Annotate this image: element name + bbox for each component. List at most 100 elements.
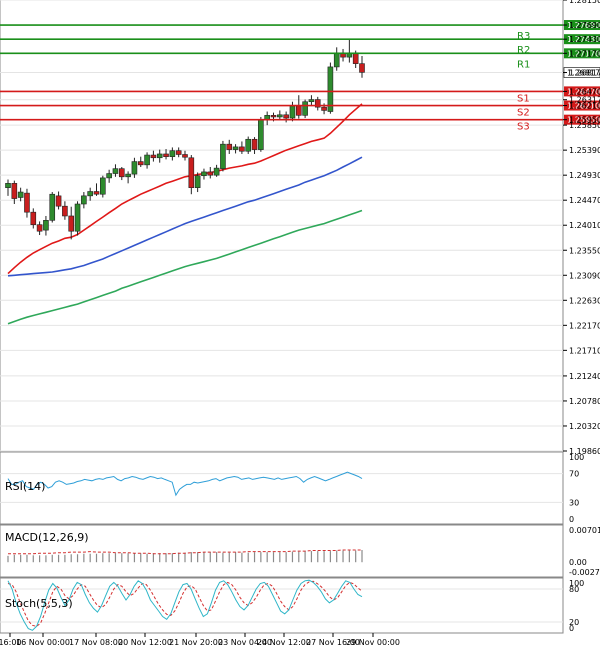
bullish-candle xyxy=(194,175,201,188)
bullish-candle xyxy=(220,143,226,169)
price-tick-label: 1.27170 xyxy=(569,49,600,58)
price-tick-label: 1.26317 xyxy=(569,96,600,105)
price-tick-label: 1.20320 xyxy=(569,422,600,431)
time-tick-label: 21 Nov 20:00 xyxy=(169,638,223,647)
bearish-candle xyxy=(182,154,188,158)
level-price-label: 1.25950 xyxy=(567,116,600,125)
bullish-candle xyxy=(308,99,315,103)
price-tick-label: 1.21240 xyxy=(569,372,600,381)
macd-histogram xyxy=(7,550,363,563)
fast-moving-average-line xyxy=(7,103,363,275)
bullish-candle xyxy=(258,119,264,150)
bullish-candle xyxy=(169,150,176,157)
price-panel: R3 1.27690 R2 1.27430 R1 1.27170 S1 1.26470 S2 1.… xyxy=(0,0,600,456)
bearish-candle xyxy=(11,183,18,199)
level-price-tag xyxy=(564,86,600,97)
bearish-candle xyxy=(283,114,289,119)
stochastic-tick-label: 0 xyxy=(569,624,574,633)
price-tick-label: 1.27690 xyxy=(569,21,600,30)
stochastic-d-line xyxy=(7,580,363,627)
bullish-candle xyxy=(245,138,252,152)
bearish-candle xyxy=(36,224,43,232)
stochastic-tick-label: 80 xyxy=(569,585,579,594)
bullish-candle xyxy=(106,173,112,179)
candlesticks xyxy=(5,39,365,240)
price-tick-label: 1.21710 xyxy=(569,346,600,355)
macd-axis: 0.007013 0.00-0.002785 xyxy=(569,526,600,577)
rsi-axis: 100 70 30 0 xyxy=(569,453,584,524)
level-label-r3: R3 xyxy=(517,31,530,42)
bearish-candle xyxy=(352,52,359,64)
macd-tick-label: 0.00 xyxy=(569,558,587,567)
level-label-r2: R2 xyxy=(517,45,530,56)
bullish-candle xyxy=(144,154,150,166)
bearish-candle xyxy=(207,171,214,176)
rsi-line xyxy=(7,471,363,497)
price-tick-label: 1.22630 xyxy=(569,296,600,305)
bearish-candle xyxy=(62,205,68,217)
bearish-candle xyxy=(175,150,182,155)
bearish-candle xyxy=(163,153,169,157)
last-price-label: 1.26817 xyxy=(567,69,600,78)
price-tick-label: 1.24470 xyxy=(569,196,600,205)
level-price-label: 1.26470 xyxy=(567,87,600,96)
level-label-r1: R1 xyxy=(517,59,530,70)
rsi-tick-label: 100 xyxy=(569,453,584,462)
price-tick-label: 1.26210 xyxy=(569,102,600,111)
bearish-candle xyxy=(359,63,365,73)
level-price-label: 1.27170 xyxy=(567,49,600,58)
level-label-s1: S1 xyxy=(517,93,530,104)
bullish-candle xyxy=(17,191,24,198)
level-label-s3: S3 xyxy=(517,122,530,133)
time-tick-label: 27 Nov 16:00 xyxy=(306,638,360,647)
stochastic-panel-frame xyxy=(0,577,564,634)
price-tick-label: 1.28150 xyxy=(569,0,600,5)
rsi-title: RSI(14) xyxy=(5,480,45,493)
level-price-label: 1.27690 xyxy=(567,21,600,30)
price-tick-label: 1.20780 xyxy=(569,397,600,406)
bearish-candle xyxy=(295,105,302,116)
bullish-candle xyxy=(201,171,207,177)
time-tick-label: 16:00 xyxy=(0,638,22,647)
bearish-candle xyxy=(321,106,327,111)
bullish-candle xyxy=(333,52,340,68)
time-tick-label: 29 Nov 00:00 xyxy=(346,638,400,647)
bullish-candle xyxy=(277,114,283,118)
macd-panel-frame xyxy=(0,524,564,578)
level-price-label: 1.27430 xyxy=(567,35,600,44)
bullish-candle xyxy=(289,105,296,119)
rsi-panel: RSI(14) 100 70 30 0 xyxy=(0,451,584,525)
bearish-candle xyxy=(68,215,75,232)
price-tick-label: 1.25950 xyxy=(569,116,600,125)
price-axis: 1.28150 1.27690 1.27430 1.27170 1.26817 1.264… xyxy=(563,0,600,456)
bullish-candle xyxy=(5,183,11,188)
slow-moving-average-line xyxy=(7,209,363,325)
price-tick-label: 1.24010 xyxy=(569,221,600,230)
price-tick-label: 1.23090 xyxy=(569,271,600,280)
level-price-tag xyxy=(564,34,600,45)
bearish-candle xyxy=(239,146,245,152)
bearish-candle xyxy=(188,157,195,188)
rsi-grid xyxy=(0,473,563,503)
bearish-candle xyxy=(55,195,62,207)
bearish-candle xyxy=(93,191,100,195)
price-tick-label: 1.19860 xyxy=(569,447,600,456)
level-price-tag xyxy=(564,100,600,111)
bearish-candle xyxy=(270,115,277,118)
rsi-panel-frame xyxy=(0,451,564,525)
level-label-s2: S2 xyxy=(517,108,530,119)
level-price-tag xyxy=(564,48,600,59)
macd-panel: MACD(12,26,9) 0.007013 0.00-0.002785 xyxy=(0,524,600,578)
stochastic-tick-label: 100 xyxy=(569,579,584,588)
bullish-candle xyxy=(213,167,220,176)
bearish-candle xyxy=(314,99,321,108)
bearish-candle xyxy=(150,154,157,159)
bearish-candle xyxy=(30,211,37,225)
price-tick-label: 1.25390 xyxy=(569,146,600,155)
bullish-candle xyxy=(87,191,93,197)
